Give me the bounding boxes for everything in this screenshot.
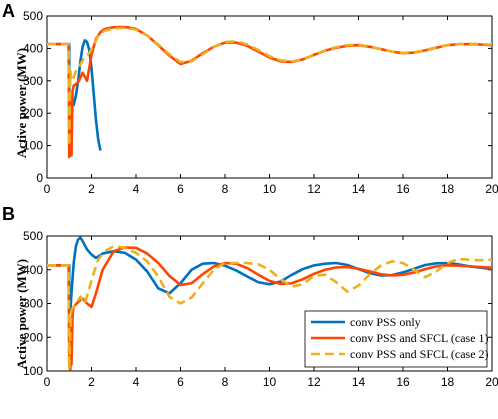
panel-a-x-tick-label: 6 <box>177 182 184 196</box>
panel-b-x-tick-label: 4 <box>133 375 140 389</box>
panel-a-axes-box <box>46 15 493 179</box>
panel-a-x-tick-label: 2 <box>88 182 95 196</box>
panel-b-series-conv-pss-only <box>47 236 492 312</box>
panel-b-y-tick-label: 500 <box>23 229 43 243</box>
panel-b-plot-area: 0 2 4 6 8 10 12 14 16 18 20 100 200 300 400 500 conv PSS… <box>23 229 498 389</box>
panel-b-x-tick-label: 16 <box>396 375 410 389</box>
panel-a-y-tick-label: 200 <box>23 106 43 120</box>
panel-a-x-tick-label: 14 <box>352 182 366 196</box>
panel-b-letter: B <box>2 204 15 224</box>
panel-b-y-tick-label: 100 <box>23 364 43 378</box>
panel-a-x-tick-label: 4 <box>133 182 140 196</box>
panel-a-x-tick-label: 8 <box>222 182 229 196</box>
panel-b-series-group <box>47 236 492 371</box>
panel-b-x-tick-label: 6 <box>177 375 184 389</box>
panel-b-x-tick-label: 18 <box>441 375 455 389</box>
panel-a-y-tick-label: 100 <box>23 139 43 153</box>
panel-a-x-tick-label: 10 <box>263 182 277 196</box>
panel-b-x-tick-label: 10 <box>263 375 277 389</box>
panel-b-x-tick-label: 14 <box>352 375 366 389</box>
panel-b: B Active power (MW) 0 2 4 6 8 10 12 14 16 18 20 100… <box>2 204 498 389</box>
panel-b-y-tick-label: 300 <box>23 297 43 311</box>
panel-b-x-tick-label: 12 <box>307 375 321 389</box>
panel-a-ylabel: Active power (MW) <box>14 48 29 158</box>
panel-a-x-tick-label: 18 <box>441 182 455 196</box>
panel-b-ylabel: Active power (MW) <box>14 259 29 369</box>
panel-a-y-tick-label: 300 <box>23 74 43 88</box>
legend-label-conv-pss-sfcl-case2: conv PSS and SFCL (case 2) <box>350 347 489 361</box>
panel-a-x-tick-label: 12 <box>307 182 321 196</box>
panel-a-series-conv-pss-sfcl-case2 <box>47 26 492 147</box>
panel-a-y-tick-label: 500 <box>23 9 43 23</box>
panel-a-y-tick-label: 400 <box>23 41 43 55</box>
panel-b-x-tick-label: 0 <box>44 375 51 389</box>
panel-b-x-tick-label: 20 <box>485 375 498 389</box>
panel-a-series-group <box>47 25 492 159</box>
panel-a: A Active power (MW) 0 2 4 6 8 10 12 14 16 18 20010… <box>2 1 498 196</box>
legend-label-conv-pss-sfcl-case1: conv PSS and SFCL (case 1) <box>350 331 489 345</box>
panel-a-x-tick-label: 0 <box>44 182 51 196</box>
panel-b-y-tick-label: 400 <box>23 263 43 277</box>
panel-b-x-tick-label: 8 <box>222 375 229 389</box>
panel-a-y-tick-label: 0 <box>36 171 43 185</box>
panel-b-series-conv-pss-sfcl-case2 <box>47 244 492 371</box>
panel-b-x-tick-label: 2 <box>88 375 95 389</box>
panel-b-y-tick-label: 200 <box>23 330 43 344</box>
panel-a-x-tick-label: 16 <box>396 182 410 196</box>
panel-a-x-tick-label: 20 <box>485 182 498 196</box>
panel-b-legend: conv PSS only conv PSS and SFCL (case 1) c… <box>304 310 489 368</box>
panel-a-letter: A <box>2 1 15 21</box>
legend-label-conv-pss-only: conv PSS only <box>350 315 421 329</box>
